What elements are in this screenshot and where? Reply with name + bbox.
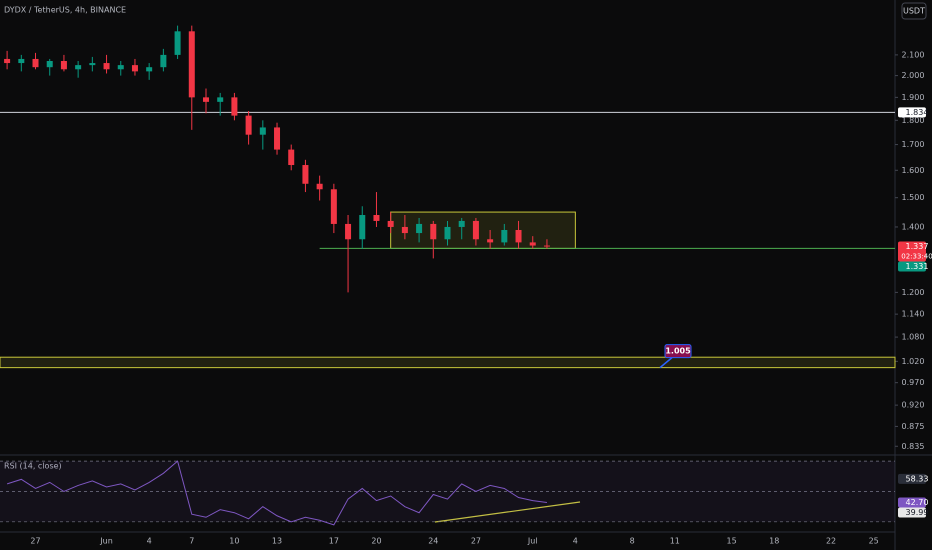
x-tick-label: 4: [147, 537, 152, 546]
y-tick-label: 1.600: [902, 166, 925, 175]
x-tick-label: 4: [573, 537, 578, 546]
candle-body: [401, 226, 408, 234]
candle-body: [302, 165, 309, 184]
y-tick-label: 1.500: [902, 193, 925, 202]
y-tick-label: 2.100: [902, 50, 925, 59]
y-tick-label: 1.200: [902, 288, 925, 297]
candle-body: [487, 239, 494, 243]
candle-body: [146, 67, 153, 72]
annotation-pointer: [659, 357, 673, 369]
y-tick-label: 1.900: [902, 93, 925, 102]
candle-body: [245, 115, 252, 135]
candle-body: [131, 65, 138, 72]
y-tick-label: 1.700: [902, 140, 925, 149]
candle-body: [430, 223, 437, 240]
candle-body: [345, 223, 352, 240]
price-tag-label: 1.331: [906, 262, 929, 271]
y-tick-label: 1.400: [902, 222, 925, 231]
candle-body: [202, 97, 209, 102]
candle-body: [259, 127, 266, 135]
candle-body: [387, 220, 394, 227]
x-tick-label: 15: [727, 537, 737, 546]
rsi-trendline: [434, 501, 581, 523]
y-tick-label: 1.080: [902, 333, 925, 342]
rsi-line: [6, 460, 548, 526]
candle-body: [274, 127, 281, 150]
candle-body: [543, 245, 550, 247]
price-tag: [898, 241, 926, 262]
price-tag: [898, 261, 926, 272]
x-tick-label: Jul: [527, 537, 538, 546]
rsi-title: RSI (14, close): [4, 462, 62, 471]
annotation-box: [664, 344, 692, 359]
currency-button[interactable]: [901, 2, 927, 20]
countdown: 02:33:40: [901, 252, 932, 260]
candle-body: [89, 63, 96, 66]
candle-body: [515, 230, 522, 243]
y-tick-label: 2.000: [902, 71, 925, 80]
rsi-value-tag: [898, 473, 926, 484]
candle-body: [373, 215, 380, 221]
candle-body: [188, 31, 195, 98]
candle-body: [501, 230, 508, 243]
x-tick-label: 7: [189, 537, 194, 546]
candle-body: [18, 58, 25, 64]
candle-body: [288, 149, 295, 166]
rsi-value-label: 42.70: [906, 498, 929, 507]
price-tag: [898, 107, 926, 118]
candle-body: [217, 97, 224, 102]
x-tick-label: 27: [471, 537, 481, 546]
x-tick-label: 8: [630, 537, 635, 546]
x-tick-label: 13: [272, 537, 282, 546]
y-tick-label: 1.800: [902, 116, 925, 125]
candle-body: [330, 189, 337, 224]
y-tick-label: 1.020: [902, 357, 925, 366]
symbol-header: DYDX / TetherUS, 4h, BINANCE: [4, 6, 126, 15]
candle-body: [46, 61, 53, 68]
candle-body: [529, 242, 536, 246]
x-tick-label: 17: [329, 537, 339, 546]
candle-body: [231, 97, 238, 116]
candle-body: [160, 54, 167, 68]
candle-body: [458, 220, 465, 227]
annotation-label: 1.005: [665, 347, 691, 356]
rsi-band: [0, 461, 895, 522]
x-tick-label: 20: [371, 537, 381, 546]
y-tick-label: 0.970: [902, 378, 925, 387]
candle-body: [75, 65, 82, 70]
candle-body: [4, 58, 11, 64]
candle-body: [359, 215, 366, 240]
candle-body: [444, 226, 451, 240]
currency-label: USDT: [903, 7, 925, 16]
zone: [0, 356, 896, 369]
x-tick-label: 22: [826, 537, 836, 546]
price-tag-label: 1.337: [906, 242, 929, 251]
rsi-value-label: 58.33: [906, 474, 929, 483]
candle-body: [117, 65, 124, 70]
x-tick-label: 10: [229, 537, 239, 546]
y-tick-label: 0.835: [902, 442, 925, 451]
x-tick-label: 24: [428, 537, 438, 546]
y-tick-label: 1.140: [902, 310, 925, 319]
x-tick-label: 18: [769, 537, 779, 546]
y-tick-label: 0.920: [902, 401, 925, 410]
y-tick-label: 0.875: [902, 422, 925, 431]
candle-body: [316, 183, 323, 190]
candle-body: [472, 220, 479, 240]
candle-body: [416, 223, 423, 234]
x-tick-label: 11: [670, 537, 680, 546]
x-tick-label: 25: [869, 537, 879, 546]
rsi-value-tag: [898, 507, 926, 518]
candle-body: [174, 31, 181, 55]
candle-body: [103, 63, 110, 70]
rsi-value-label: 39.99: [906, 508, 929, 517]
price-tag-label: 1.834: [906, 108, 929, 117]
candle-body: [32, 58, 39, 68]
candle-body: [60, 61, 67, 70]
x-tick-label: Jun: [99, 537, 113, 546]
x-tick-label: 27: [30, 537, 40, 546]
rsi-value-tag: [898, 497, 926, 508]
